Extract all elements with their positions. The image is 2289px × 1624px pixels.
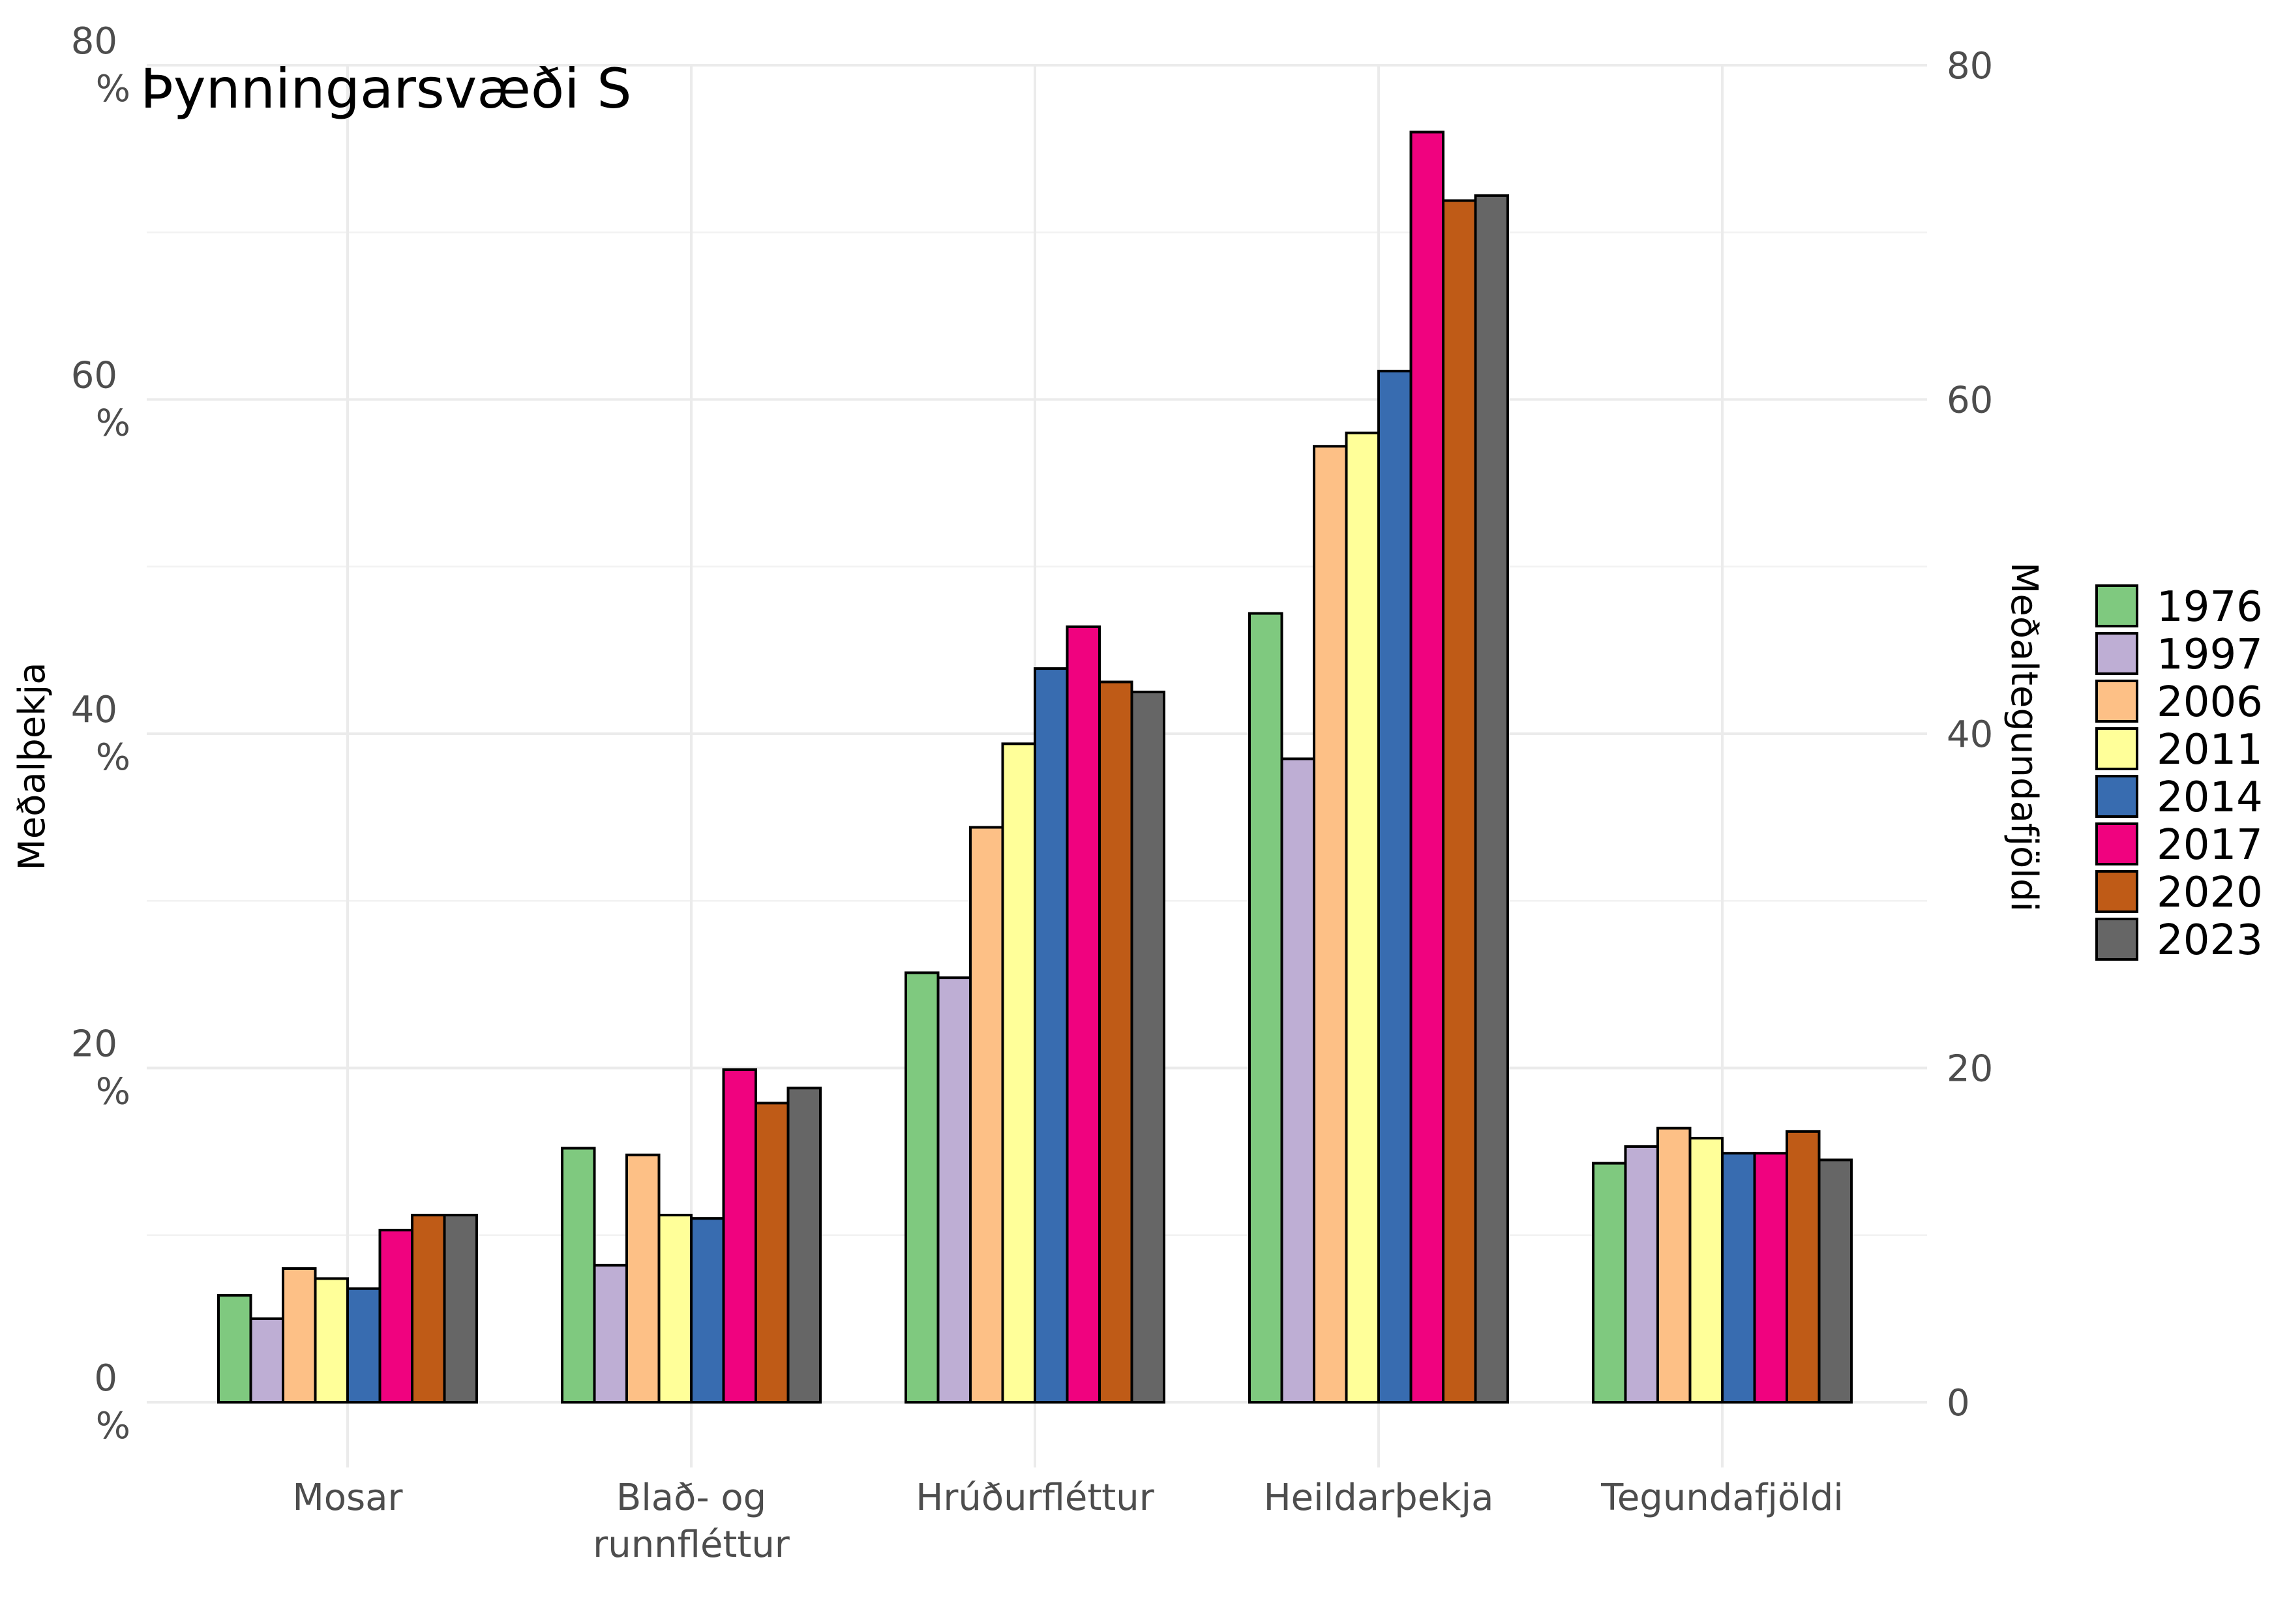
legend-key-2014	[2095, 775, 2138, 818]
legend-key-2011	[2095, 727, 2138, 770]
bar-2011-2	[1001, 742, 1036, 1404]
bar-2023-3	[1474, 194, 1509, 1404]
x-tick-label: Hrúðurfléttur	[916, 1477, 1155, 1519]
bar-1997-2	[936, 976, 972, 1404]
bar-2017-4	[1753, 1152, 1788, 1404]
legend-label-2011: 2011	[2157, 726, 2263, 774]
bar-2006-2	[969, 826, 1004, 1404]
legend-key-2006	[2095, 680, 2138, 723]
bar-1976-4	[1592, 1162, 1627, 1404]
y2-tick-label: 20	[1947, 1048, 1993, 1090]
bar-2014-1	[690, 1217, 725, 1404]
y-tick-percent: %	[96, 736, 130, 779]
bar-1997-1	[593, 1263, 628, 1404]
bar-1997-4	[1624, 1145, 1659, 1404]
bar-2020-0	[411, 1214, 446, 1404]
x-tick-label: Mosar	[292, 1477, 403, 1519]
legend-label-2020: 2020	[2157, 869, 2263, 917]
bar-2023-2	[1130, 690, 1165, 1404]
bar-2023-0	[443, 1214, 478, 1404]
bar-2023-4	[1818, 1158, 1853, 1404]
bar-2020-3	[1442, 199, 1477, 1404]
bar-2014-4	[1721, 1152, 1756, 1404]
legend-label-2014: 2014	[2157, 774, 2263, 822]
y-axis-title: Meðalþekja	[11, 662, 53, 870]
y-tick-percent: %	[96, 1405, 130, 1447]
y2-tick-label: 40	[1947, 714, 1993, 756]
y-tick-label: 60	[71, 355, 117, 397]
y-tick-percent: %	[96, 402, 130, 445]
legend-key-2020	[2095, 870, 2138, 913]
bar-1976-3	[1248, 612, 1283, 1404]
bar-2006-4	[1656, 1126, 1692, 1404]
secondary-y-axis-title: Meðaltegundafjöldi	[2003, 562, 2045, 912]
bar-2017-0	[378, 1229, 413, 1404]
legend-label-2023: 2023	[2157, 916, 2263, 965]
y-tick-label: 40	[71, 689, 117, 731]
x-tick-label: Tegundafjöldi	[1600, 1477, 1844, 1519]
bar-2017-1	[722, 1068, 757, 1404]
y2-tick-label: 60	[1947, 380, 1993, 422]
bar-2011-3	[1345, 431, 1380, 1404]
x-tick-label: Heildarþekja	[1264, 1477, 1494, 1519]
y-tick-percent: %	[96, 68, 130, 110]
bar-2011-4	[1688, 1137, 1724, 1404]
bar-1976-1	[561, 1147, 596, 1404]
secondary-y-axis-ticks: 0 20 40 60 80	[1947, 45, 1993, 1424]
bar-2014-2	[1034, 667, 1069, 1404]
bars	[217, 130, 1853, 1404]
bar-1997-0	[249, 1317, 284, 1404]
y-tick-label: 0	[94, 1357, 117, 1400]
legend-key-2017	[2095, 822, 2138, 865]
bar-2020-4	[1786, 1130, 1821, 1404]
legend-key-2023	[2095, 918, 2138, 961]
bar-1976-2	[905, 971, 940, 1404]
legend-key-1997	[2095, 632, 2138, 675]
bar-1997-3	[1280, 757, 1315, 1404]
bar-2017-3	[1409, 130, 1444, 1404]
y-tick-percent: %	[96, 1071, 130, 1113]
y2-tick-label: 0	[1947, 1382, 1970, 1424]
bar-2017-2	[1066, 625, 1101, 1404]
bar-2006-1	[625, 1153, 661, 1404]
y-axis-ticks: 0% 20% 40% 60% 80%	[71, 20, 130, 1447]
bar-2020-1	[755, 1102, 790, 1404]
chart-title: Þynningarsvæði S	[140, 57, 632, 121]
bar-2023-1	[786, 1087, 822, 1404]
x-axis-ticks: Mosar Blað- og runnfléttur Hrúðurfléttur Hei…	[292, 1477, 1843, 1566]
legend-label-1997: 1997	[2157, 631, 2263, 679]
legend-key-1976	[2095, 584, 2138, 627]
y-tick-label: 20	[71, 1023, 117, 1066]
legend-label-1976: 1976	[2157, 583, 2263, 631]
bar-2020-2	[1098, 680, 1133, 1404]
y-tick-label: 80	[71, 20, 117, 63]
bar-2006-0	[282, 1267, 317, 1404]
bar-2014-0	[346, 1287, 382, 1404]
x-tick-label: Blað- og runnfléttur	[593, 1477, 790, 1566]
y2-tick-label: 80	[1947, 45, 1993, 87]
bar-1976-0	[217, 1294, 252, 1404]
bar-2011-0	[314, 1277, 349, 1404]
bar-2014-3	[1377, 369, 1413, 1404]
legend-label-2006: 2006	[2157, 678, 2263, 727]
legend-label-2017: 2017	[2157, 821, 2263, 869]
bar-2011-1	[657, 1214, 693, 1404]
bar-2006-3	[1313, 445, 1348, 1404]
